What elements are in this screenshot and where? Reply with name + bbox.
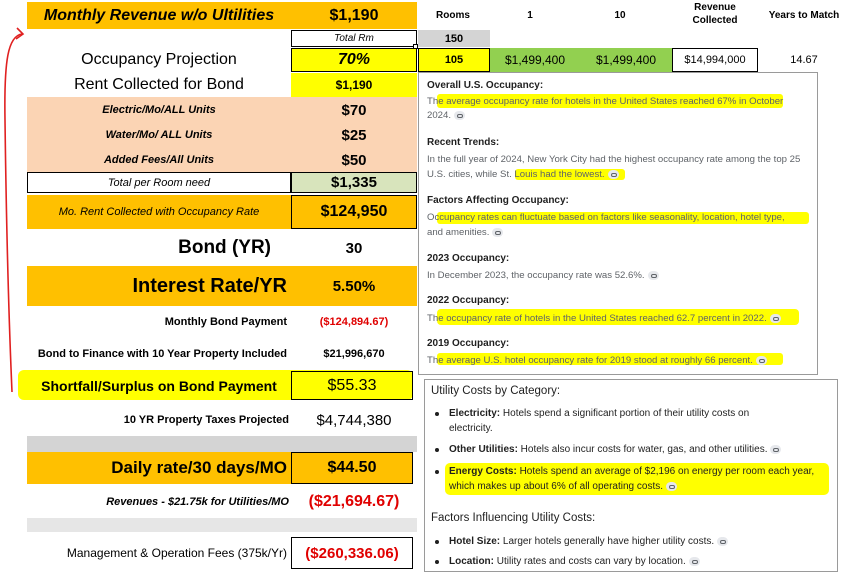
separator-band-2 <box>27 518 417 532</box>
mo-rent-label: Mo. Rent Collected with Occupancy Rate <box>27 195 291 229</box>
electric-label: Electric/Mo/ALL Units <box>102 104 216 116</box>
header-revenue-collected: Revenue Collected <box>692 2 738 26</box>
water-label: Water/Mo/ ALL Units <box>105 129 213 141</box>
monthly-revenue-value[interactable]: $1,190 <box>291 2 417 29</box>
electric-value[interactable]: $70 <box>341 101 367 119</box>
total-rooms-value[interactable]: 150 <box>418 30 490 47</box>
monthly-revenue-label: Monthly Revenue w/o Ultilities <box>27 2 291 29</box>
highlight-mark <box>437 212 809 224</box>
occupancy-label: Occupancy Projection <box>81 51 237 68</box>
highlight-mark <box>437 353 783 365</box>
revenues-value[interactable]: ($21,694.67) <box>308 493 400 510</box>
highlight-mark <box>445 463 829 495</box>
years-to-match-value[interactable]: 14.67 <box>790 54 818 66</box>
header-rooms: Rooms <box>436 9 470 21</box>
factors-text: Occupancy rates can fluctuate based on f… <box>427 212 785 223</box>
monthly-payment-label: Monthly Bond Payment <box>164 316 287 328</box>
occupancy-2019-text: The average U.S. hotel occupancy rate fo… <box>427 355 767 366</box>
highlight-mark <box>437 309 799 325</box>
occupancy-2019-heading: 2019 Occupancy: <box>427 338 510 349</box>
utility-title: Utility Costs by Category: <box>431 385 561 397</box>
taxes-value[interactable]: $4,744,380 <box>316 411 392 429</box>
utility-item-electricity-cont: electricity. <box>449 423 493 434</box>
interest-value[interactable]: 5.50% <box>291 266 417 306</box>
header-1: 1 <box>527 9 533 21</box>
link-icon[interactable] <box>607 169 619 179</box>
occupancy-heading: Overall U.S. Occupancy: <box>427 80 544 91</box>
bond-value[interactable]: 30 <box>345 239 363 257</box>
highlight-mark <box>515 169 625 180</box>
header-10: 10 <box>614 9 626 21</box>
utility-item-other: Other Utilities: Hotels also incur costs… <box>449 444 782 455</box>
header-years-to-match: Years to Match <box>768 9 840 21</box>
bullet-icon <box>435 560 439 564</box>
taxes-label: 10 YR Property Taxes Projected <box>123 414 289 426</box>
bullet-icon <box>435 412 439 416</box>
highlight-mark <box>437 94 783 108</box>
factors-heading: Factors Affecting Occupancy: <box>427 195 569 206</box>
rent-bond-value[interactable]: $1,190 <box>291 73 417 97</box>
link-icon[interactable] <box>688 556 700 566</box>
link-icon[interactable] <box>647 270 659 280</box>
link-icon[interactable] <box>717 536 729 546</box>
factors-text: and amenities. <box>427 227 504 238</box>
shortfall-highlight <box>18 370 413 400</box>
shortfall-label: Shortfall/Surplus on Bond Payment <box>41 377 277 394</box>
fees-value[interactable]: $50 <box>341 151 367 169</box>
total-room-label: Total per Room need <box>27 172 291 193</box>
trends-text: U.S. cities, while St. Louis had the low… <box>427 169 619 180</box>
fees-label: Added Fees/All Units <box>103 154 215 166</box>
water-value[interactable]: $25 <box>341 126 367 144</box>
link-icon[interactable] <box>755 355 767 365</box>
bullet-icon <box>435 448 439 452</box>
separator-band <box>27 436 417 452</box>
daily-label: Daily rate/30 days/MO <box>27 452 291 484</box>
occupancy-2023-heading: 2023 Occupancy: <box>427 253 510 264</box>
factors-utility-title: Factors Influencing Utility Costs: <box>431 512 596 524</box>
occupied-rooms-value[interactable]: 105 <box>418 48 490 72</box>
revenues-label: Revenues - $21.75k for Utilities/MO <box>106 496 289 508</box>
occupancy-2023-text: In December 2023, the occupancy rate was… <box>427 270 659 281</box>
daily-value[interactable]: $44.50 <box>291 452 413 484</box>
bullet-icon <box>435 540 439 544</box>
occupancy-2022-text: The occupancy rate of hotels in the Unit… <box>427 313 781 324</box>
factor-location: Location: Utility rates and costs can va… <box>449 556 700 567</box>
occupancy-value[interactable]: 70% <box>291 48 417 72</box>
shortfall-value[interactable]: $55.33 <box>291 371 413 400</box>
utilities-block <box>27 97 417 172</box>
mgmt-value[interactable]: ($260,336.06) <box>291 537 413 569</box>
revenue-collected-value[interactable]: $14,994,000 <box>672 48 758 72</box>
bond-label: Bond (YR) <box>178 237 271 258</box>
factor-hotel-size: Hotel Size: Larger hotels generally have… <box>449 536 729 547</box>
trends-text: In the full year of 2024, New York City … <box>427 154 801 165</box>
red-arrow-annotation <box>4 27 25 393</box>
finance-value[interactable]: $21,996,670 <box>323 348 385 360</box>
trends-heading: Recent Trends: <box>427 137 500 148</box>
utility-item-electricity: Electricity: Hotels spend a significant … <box>449 408 750 419</box>
revenue-1-value[interactable]: $1,499,400 <box>490 48 580 72</box>
link-icon[interactable] <box>492 227 504 237</box>
utility-item-energy-cont: which makes up about 6% of all operating… <box>449 481 678 492</box>
revenue-10-value[interactable]: $1,499,400 <box>580 48 672 72</box>
bullet-icon <box>435 470 439 474</box>
occupancy-2022-heading: 2022 Occupancy: <box>427 295 510 306</box>
mgmt-label: Management & Operation Fees (375k/Yr) <box>66 546 287 560</box>
link-icon[interactable] <box>666 481 678 491</box>
link-icon[interactable] <box>454 110 466 120</box>
utility-info-panel: Utility Costs by Category: Electricity: … <box>424 379 838 572</box>
link-icon[interactable] <box>769 313 781 323</box>
occupancy-info-panel: Overall U.S. Occupancy: The average occu… <box>418 72 818 375</box>
finance-label: Bond to Finance with 10 Year Property In… <box>37 348 287 360</box>
total-rm-label[interactable]: Total Rm <box>291 30 417 47</box>
mo-rent-value[interactable]: $124,950 <box>291 195 417 229</box>
utility-item-energy: Energy Costs: Hotels spend an average of… <box>449 466 815 477</box>
rent-bond-label: Rent Collected for Bond <box>74 76 244 93</box>
occupancy-text: The average occupancy rate for hotels in… <box>427 96 784 107</box>
monthly-payment-value[interactable]: ($124,894.67) <box>319 316 389 328</box>
occupancy-text: 2024. <box>427 110 466 121</box>
interest-label: Interest Rate/YR <box>27 266 291 306</box>
link-icon[interactable] <box>770 444 782 454</box>
total-room-value[interactable]: $1,335 <box>291 172 417 193</box>
